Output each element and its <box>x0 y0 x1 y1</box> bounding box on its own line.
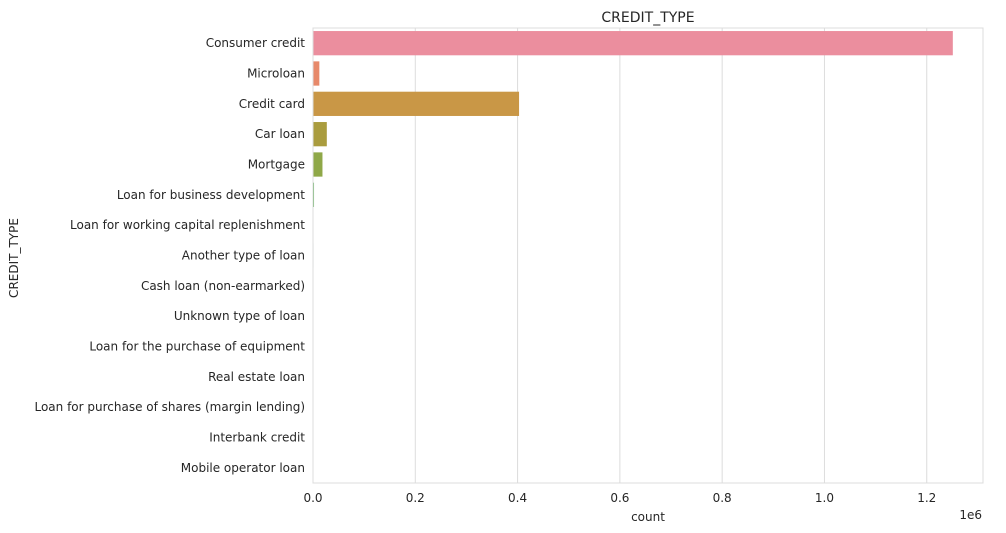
y-tick-label: Interbank credit <box>209 431 305 445</box>
y-tick-label: Loan for working capital replenishment <box>70 218 305 232</box>
y-tick-label: Cash loan (non-earmarked) <box>141 279 305 293</box>
y-tick-label: Loan for purchase of shares (margin lend… <box>34 400 305 414</box>
y-tick-labels: Consumer credit Microloan Credit card Car l… <box>34 36 305 475</box>
bar <box>313 91 520 116</box>
bar <box>313 61 320 86</box>
y-tick-label: Car loan <box>255 127 305 141</box>
x-scale-offset-label: 1e6 <box>959 508 982 522</box>
plot-frame <box>312 27 984 484</box>
y-tick-label: Credit card <box>239 97 305 111</box>
x-tick-label: 0.8 <box>713 491 732 505</box>
x-tick-label: 0.0 <box>303 491 322 505</box>
x-tick-labels: 0.0 0.2 0.4 0.6 0.8 1.0 1.2 <box>303 491 936 505</box>
y-tick-label: Consumer credit <box>206 36 306 50</box>
y-tick-label: Loan for business development <box>117 188 305 202</box>
x-axis-label: count <box>631 510 665 524</box>
x-tick-label: 0.4 <box>508 491 527 505</box>
y-tick-label: Mobile operator loan <box>181 461 305 475</box>
bar <box>313 122 327 147</box>
x-tick-label: 1.2 <box>917 491 936 505</box>
y-tick-label: Loan for the purchase of equipment <box>89 340 305 354</box>
bar <box>313 31 953 56</box>
y-tick-label: Microloan <box>247 67 305 81</box>
bar <box>313 152 323 177</box>
y-tick-label: Unknown type of loan <box>174 309 305 323</box>
bars <box>313 31 953 480</box>
y-tick-label: Real estate loan <box>208 370 305 384</box>
x-tick-label: 0.6 <box>610 491 629 505</box>
y-tick-label: Another type of loan <box>182 249 305 263</box>
x-tick-label: 0.2 <box>406 491 425 505</box>
y-tick-label: Mortgage <box>248 158 305 172</box>
x-tick-label: 1.0 <box>815 491 834 505</box>
y-axis-label: CREDIT_TYPE <box>7 218 21 298</box>
bar <box>313 182 315 207</box>
chart-title: CREDIT_TYPE <box>601 10 694 26</box>
